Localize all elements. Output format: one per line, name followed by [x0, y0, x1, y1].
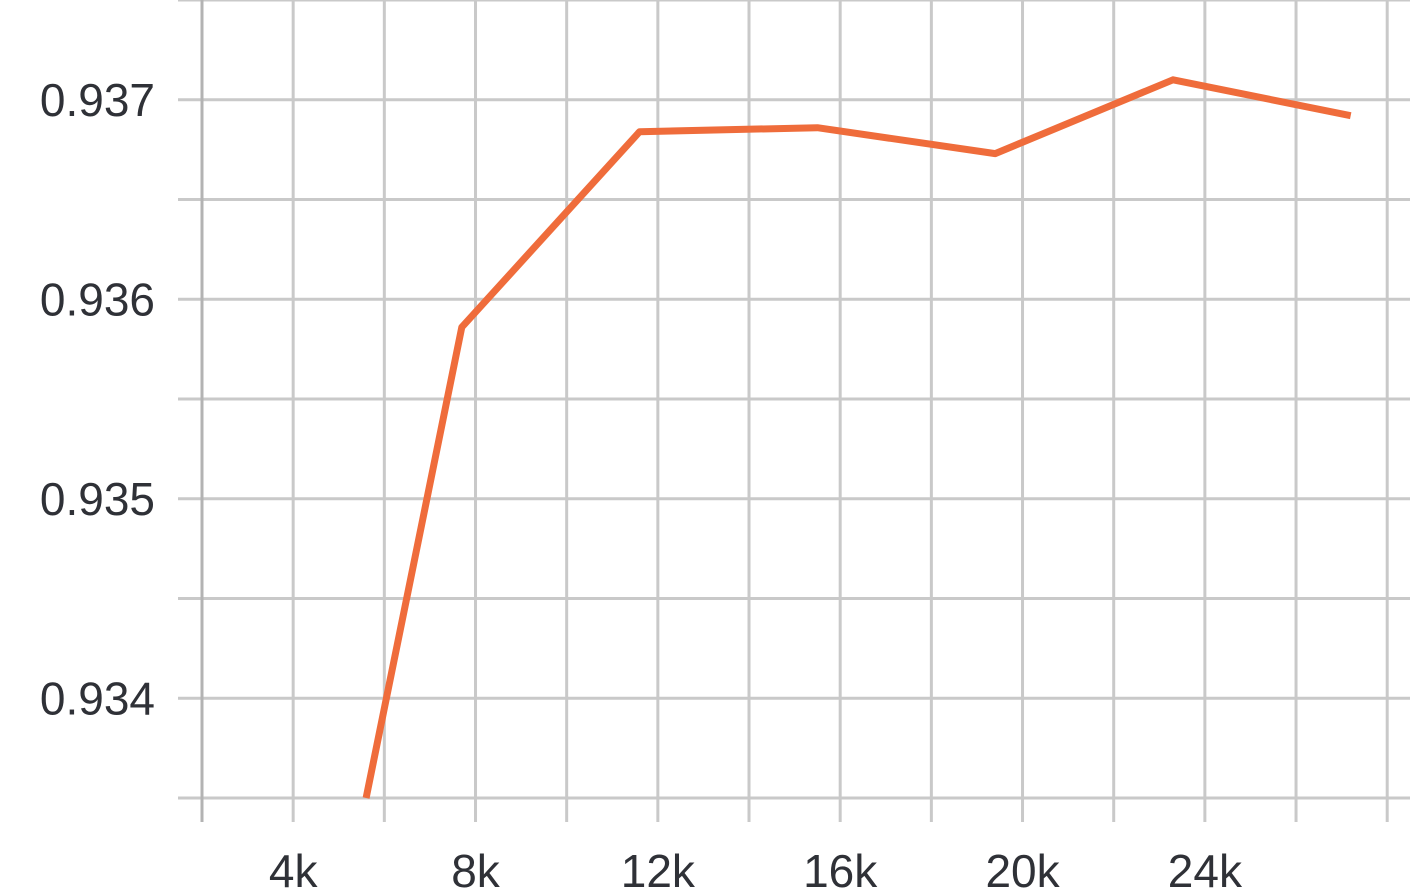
- grid: [178, 0, 1410, 822]
- y-tick-label: 0.936: [40, 273, 155, 325]
- series-layer: [362, 76, 1352, 799]
- x-tick-label: 16k: [803, 845, 878, 892]
- y-tick-label: 0.934: [40, 672, 155, 724]
- x-tick-label: 4k: [269, 845, 319, 892]
- y-tick-label: 0.935: [40, 473, 155, 525]
- x-tick-label: 8k: [451, 845, 501, 892]
- y-tick-label: 0.937: [40, 74, 155, 126]
- series-line-0: [362, 76, 1352, 799]
- tick-labels: 0.934 0.935 0.936 0.937 4k 8k 12k 16k 20k 24k: [40, 74, 1243, 892]
- x-tick-label: 24k: [1168, 845, 1243, 892]
- x-tick-label: 12k: [621, 845, 696, 892]
- x-tick-label: 20k: [985, 845, 1060, 892]
